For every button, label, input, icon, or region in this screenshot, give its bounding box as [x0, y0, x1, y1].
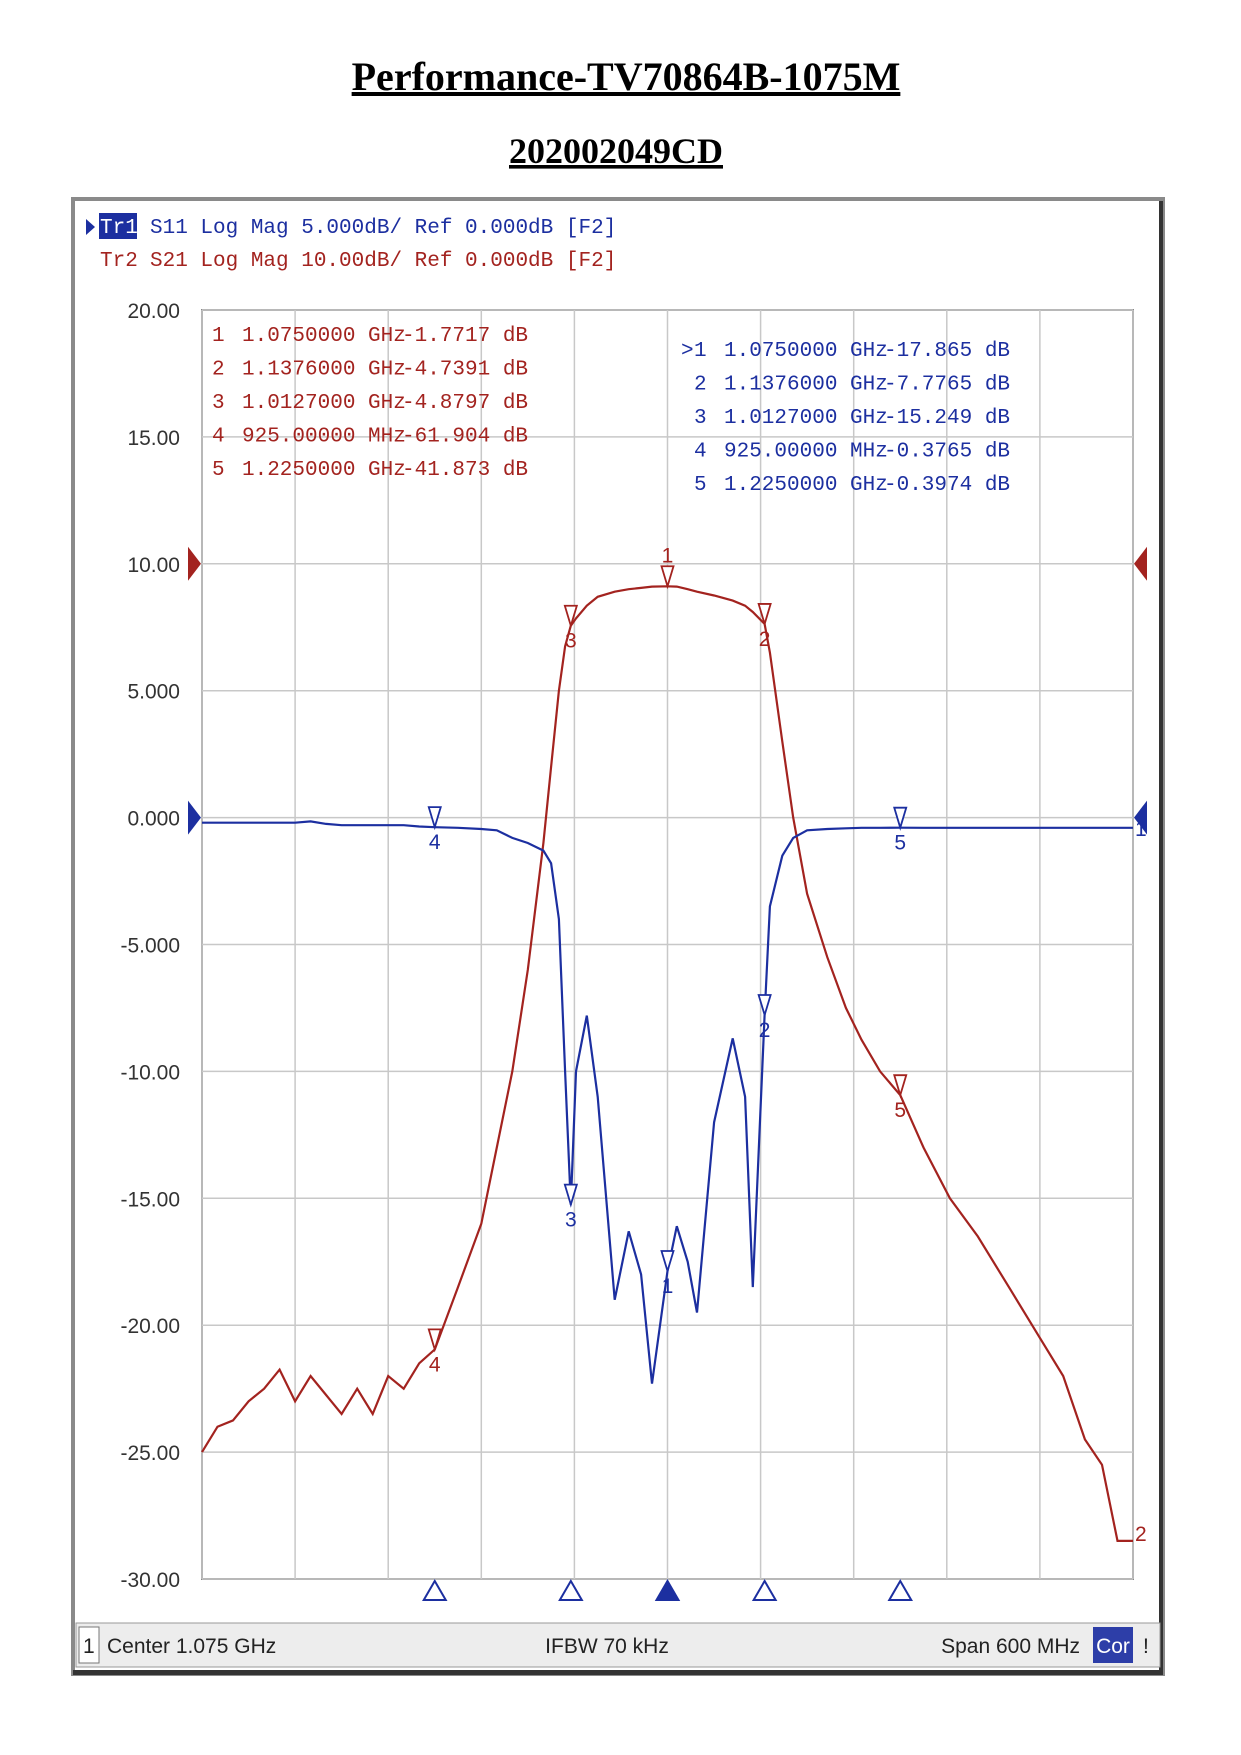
screen-shadow	[73, 1670, 1163, 1675]
trace-badge	[99, 213, 137, 239]
marker-freq: 1.0127000 GHz	[242, 392, 406, 415]
marker	[660, 565, 675, 590]
chart-layer: Tr1 S11 Log Mag 5.000dB/ Ref 0.000dB [F2]…	[75, 213, 1161, 1668]
channel-box	[78, 1626, 100, 1664]
y-tick-label: -15.00	[120, 1188, 180, 1211]
marker	[660, 1250, 675, 1275]
active-trace-arrow	[86, 219, 95, 235]
marker-freq: 1.2250000 GHz	[242, 459, 406, 482]
marker-label: 3	[565, 630, 577, 653]
marker-value: -4.8797 dB	[402, 392, 528, 415]
marker-label: 5	[894, 832, 906, 855]
ifbw: IFBW 70 kHz	[545, 1635, 669, 1658]
marker-freq: 1.1376000 GHz	[724, 374, 888, 397]
y-tick-label: -5.000	[120, 935, 180, 958]
flag: !	[1143, 1635, 1149, 1658]
marker-id: 4	[212, 426, 225, 449]
marker-id: 2	[694, 374, 707, 397]
span: Span 600 MHz	[941, 1635, 1080, 1658]
y-tick-label: 10.00	[127, 554, 180, 577]
marker-label: 2	[759, 1019, 771, 1042]
marker	[563, 1183, 579, 1208]
marker-label: 1	[662, 544, 674, 567]
marker-id: 5	[212, 459, 225, 482]
marker-value: -7.7765 dB	[884, 374, 1010, 397]
marker-id: 2	[212, 359, 225, 382]
trace-end-id: 2	[1135, 1523, 1147, 1546]
marker-position	[751, 1579, 778, 1601]
marker-freq: 925.00000 MHz	[242, 426, 406, 449]
trace-setting: S11 Log Mag 5.000dB/ Ref 0.000dB [F2]	[150, 217, 616, 240]
marker-label: 2	[759, 628, 771, 651]
marker-label: 1	[662, 1275, 674, 1298]
marker-id: 1	[694, 340, 707, 363]
marker-freq: 1.1376000 GHz	[242, 359, 406, 382]
marker-id: 1	[212, 325, 225, 348]
y-tick-label: 15.00	[127, 427, 180, 450]
y-tick-label: -10.00	[120, 1061, 180, 1084]
page-title: Performance-TV70864B-1075M	[352, 54, 901, 99]
trace-id: Tr1	[100, 217, 138, 240]
marker-value: -61.904 dB	[402, 426, 528, 449]
marker	[893, 806, 908, 831]
marker	[427, 1328, 442, 1353]
y-tick-label: 0.000	[127, 808, 180, 831]
channel-id: 1	[83, 1635, 95, 1658]
y-tick-label: -25.00	[120, 1442, 180, 1465]
marker-id: 3	[694, 407, 707, 430]
marker	[563, 604, 579, 629]
marker-label: 4	[429, 1353, 441, 1376]
marker-id: 3	[212, 392, 225, 415]
ref-arrow	[188, 800, 201, 835]
cor-badge	[1093, 1627, 1133, 1663]
marker-id: 4	[694, 441, 707, 464]
trace-end-id: 1	[1135, 818, 1147, 841]
marker-value: -17.865 dB	[884, 340, 1010, 363]
marker-freq: 1.2250000 GHz	[724, 474, 888, 497]
marker-freq: 925.00000 MHz	[724, 441, 888, 464]
trace-id: Tr2	[100, 250, 138, 273]
marker-label: 5	[894, 1099, 906, 1122]
active-marker-symbol: >	[681, 340, 694, 363]
marker-value: -4.7391 dB	[402, 359, 528, 382]
cor: Cor	[1096, 1635, 1130, 1658]
ref-arrow	[1134, 800, 1147, 835]
marker-freq: 1.0750000 GHz	[242, 325, 406, 348]
marker-position	[654, 1579, 681, 1601]
y-tick-label: 20.00	[127, 300, 180, 323]
y-tick-label: 5.000	[127, 681, 180, 704]
marker-value: -1.7717 dB	[402, 325, 528, 348]
marker-position	[887, 1579, 913, 1601]
marker	[427, 806, 442, 831]
marker-label: 3	[565, 1209, 577, 1232]
marker-value: -0.3974 dB	[884, 474, 1010, 497]
marker-value: -41.873 dB	[402, 459, 528, 482]
marker	[757, 603, 772, 628]
marker-freq: 1.0750000 GHz	[724, 340, 888, 363]
ref-arrow	[188, 546, 201, 581]
page-subtitle: 202002049CD	[509, 131, 723, 171]
marker-value: -15.249 dB	[884, 407, 1010, 430]
ref-arrow	[1134, 546, 1147, 581]
marker-id: 5	[694, 474, 707, 497]
marker	[757, 994, 772, 1019]
marker-label: 4	[429, 831, 441, 854]
marker-position	[558, 1579, 584, 1601]
screen-shadow	[1159, 201, 1163, 1672]
marker	[893, 1074, 908, 1099]
y-tick-label: -30.00	[120, 1569, 180, 1592]
center-freq: Center 1.075 GHz	[107, 1635, 276, 1658]
marker-value: -0.3765 dB	[884, 441, 1010, 464]
marker-freq: 1.0127000 GHz	[724, 407, 888, 430]
y-tick-label: -20.00	[120, 1315, 180, 1338]
trace-setting: S21 Log Mag 10.00dB/ Ref 0.000dB [F2]	[150, 250, 616, 273]
marker-position	[422, 1579, 448, 1601]
status-bar	[75, 1622, 1161, 1668]
